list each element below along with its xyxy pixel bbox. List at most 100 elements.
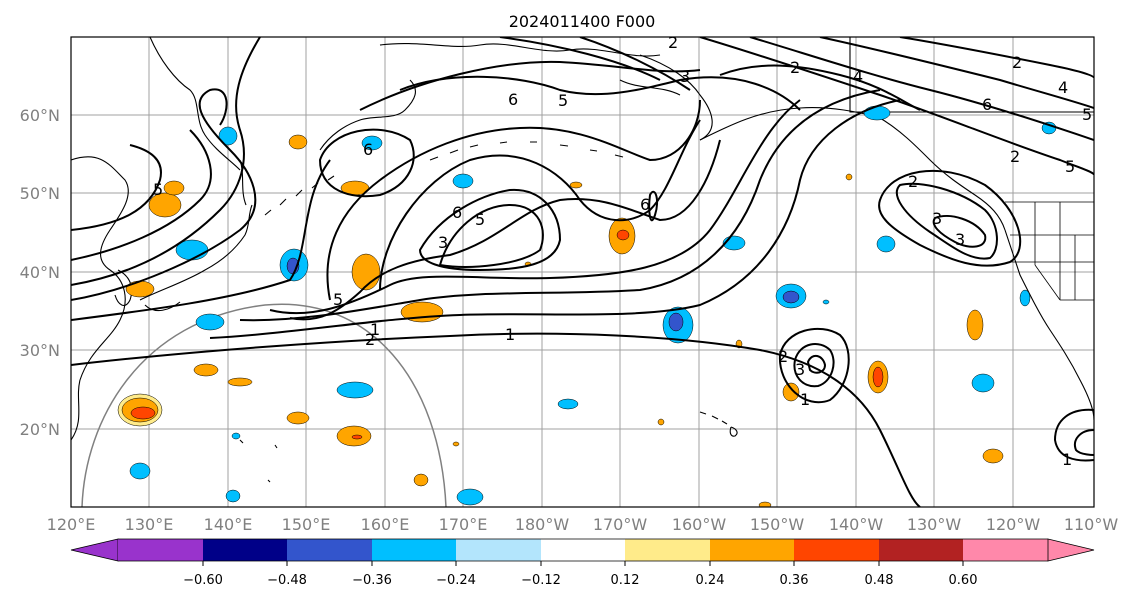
lon-label: 170°E bbox=[439, 515, 488, 534]
contour-label: 2 bbox=[790, 58, 800, 77]
contour-label: 1 bbox=[505, 325, 515, 344]
anomaly-blob bbox=[557, 398, 579, 410]
contour-label: 3 bbox=[955, 230, 965, 249]
contour-label: 4 bbox=[853, 67, 863, 86]
anomaly-blob bbox=[452, 441, 460, 447]
range-ring bbox=[81, 303, 447, 507]
contour-label: 6 bbox=[640, 195, 650, 214]
contour-label: 5 bbox=[333, 290, 343, 309]
colorbar-segment bbox=[541, 539, 625, 561]
colorbar-segment bbox=[203, 539, 287, 561]
anomaly-blob bbox=[351, 253, 381, 291]
contour-label: 2 bbox=[365, 330, 375, 349]
contour-labels: 1 2 3 5 6 5 6 5 4 2 3 2 1 2 3 6 2 3 1 2 bbox=[153, 33, 1092, 469]
contours bbox=[71, 37, 1094, 507]
contour-label: 1 bbox=[800, 390, 810, 409]
anomaly-blob bbox=[657, 418, 665, 426]
state-boundaries bbox=[1005, 201, 1094, 301]
anomaly-blob bbox=[163, 180, 185, 196]
colorbar-label: 0.24 bbox=[696, 573, 725, 588]
latitude-labels: 60°N 50°N 40°N 30°N 20°N bbox=[20, 106, 60, 439]
contour-label: 3 bbox=[795, 360, 805, 379]
anomaly-blob bbox=[452, 173, 474, 189]
lon-label: 140°W bbox=[829, 515, 884, 534]
anomaly-blob bbox=[1019, 289, 1031, 307]
colorbar-label: 0.12 bbox=[611, 573, 640, 588]
lon-label: 180°W bbox=[515, 515, 570, 534]
contour-label: 2 bbox=[1012, 53, 1022, 72]
anomaly-blob bbox=[966, 309, 984, 341]
colorbar-outline bbox=[118, 538, 1048, 562]
anomaly-blob bbox=[456, 488, 484, 506]
lon-label: 120°E bbox=[47, 515, 96, 534]
contour-label: 3 bbox=[680, 67, 690, 86]
contour-label: 2 bbox=[668, 33, 678, 52]
anomaly-blob bbox=[668, 312, 684, 332]
lat-label: 50°N bbox=[20, 184, 60, 203]
lon-label: 150°W bbox=[750, 515, 805, 534]
colorbar-label: −0.48 bbox=[267, 573, 307, 588]
lon-label: 160°E bbox=[361, 515, 410, 534]
lon-label: 140°E bbox=[204, 515, 253, 534]
anomaly-blob bbox=[361, 135, 383, 151]
colorbar-extend-left bbox=[70, 538, 119, 562]
coastlines bbox=[71, 37, 1094, 483]
contour-label: 6 bbox=[982, 95, 992, 114]
contour-label: 1 bbox=[370, 320, 380, 339]
colorbar-segment bbox=[118, 539, 203, 561]
anomaly-blob bbox=[845, 173, 853, 181]
contour-label: 6 bbox=[452, 203, 462, 222]
colorbar-segment bbox=[456, 539, 541, 561]
contour-label: 4 bbox=[1058, 78, 1068, 97]
anomaly-blob bbox=[125, 280, 155, 298]
negative-anomaly-shading bbox=[129, 105, 1057, 506]
colorbar-label: −0.12 bbox=[521, 573, 561, 588]
lon-label: 130°W bbox=[907, 515, 962, 534]
lon-label: 110°W bbox=[1064, 515, 1119, 534]
anomaly-blob bbox=[193, 363, 219, 377]
contour-label: 2 bbox=[908, 172, 918, 191]
anomaly-blob bbox=[971, 373, 995, 393]
contour-label: 5 bbox=[153, 180, 163, 199]
contour-label: 5 bbox=[1065, 157, 1075, 176]
colorbar: −0.60 −0.48 −0.36 −0.24 −0.12 0.12 0.24 … bbox=[70, 538, 1095, 588]
anomaly-blob bbox=[288, 134, 308, 150]
contour-label: 3 bbox=[932, 209, 942, 228]
colorbar-label: −0.60 bbox=[183, 573, 223, 588]
anomaly-blob bbox=[863, 105, 891, 121]
colorbar-segment bbox=[625, 539, 710, 561]
gridlines bbox=[71, 37, 1094, 507]
contour-label: 5 bbox=[1082, 105, 1092, 124]
lat-label: 40°N bbox=[20, 263, 60, 282]
colorbar-label: 0.36 bbox=[780, 573, 809, 588]
anomaly-blob bbox=[982, 448, 1004, 464]
anomaly-blob bbox=[336, 381, 374, 399]
anomaly-blob bbox=[782, 382, 800, 402]
lon-label: 160°W bbox=[672, 515, 727, 534]
colorbar-label: 0.60 bbox=[949, 573, 978, 588]
colorbar-segment bbox=[287, 539, 372, 561]
longitude-labels: 120°E 130°E 140°E 150°E 160°E 170°E 180°… bbox=[47, 515, 1119, 534]
lon-label: 120°W bbox=[986, 515, 1041, 534]
anomaly-blob bbox=[195, 313, 225, 331]
anomaly-blob bbox=[872, 366, 884, 388]
colorbar-segment bbox=[372, 539, 456, 561]
lon-label: 170°W bbox=[593, 515, 648, 534]
anomaly-blob bbox=[413, 473, 429, 487]
colorbar-segment bbox=[963, 539, 1048, 561]
anomaly-blob bbox=[130, 406, 156, 420]
anomaly-blob bbox=[129, 462, 151, 480]
anomaly-blob bbox=[569, 181, 583, 189]
anomaly-blob bbox=[148, 192, 182, 218]
anomaly-blob bbox=[286, 411, 310, 425]
map-area: 1 2 3 5 6 5 6 5 4 2 3 2 1 2 3 6 2 3 1 2 bbox=[70, 33, 1095, 508]
lat-label: 60°N bbox=[20, 106, 60, 125]
colorbar-segment bbox=[879, 539, 963, 561]
anomaly-blob bbox=[616, 229, 630, 241]
anomaly-blob bbox=[782, 290, 800, 304]
contour-label: 6 bbox=[363, 140, 373, 159]
anomaly-blob bbox=[351, 434, 363, 440]
contour-label: 3 bbox=[438, 233, 448, 252]
map-frame bbox=[70, 36, 1095, 508]
